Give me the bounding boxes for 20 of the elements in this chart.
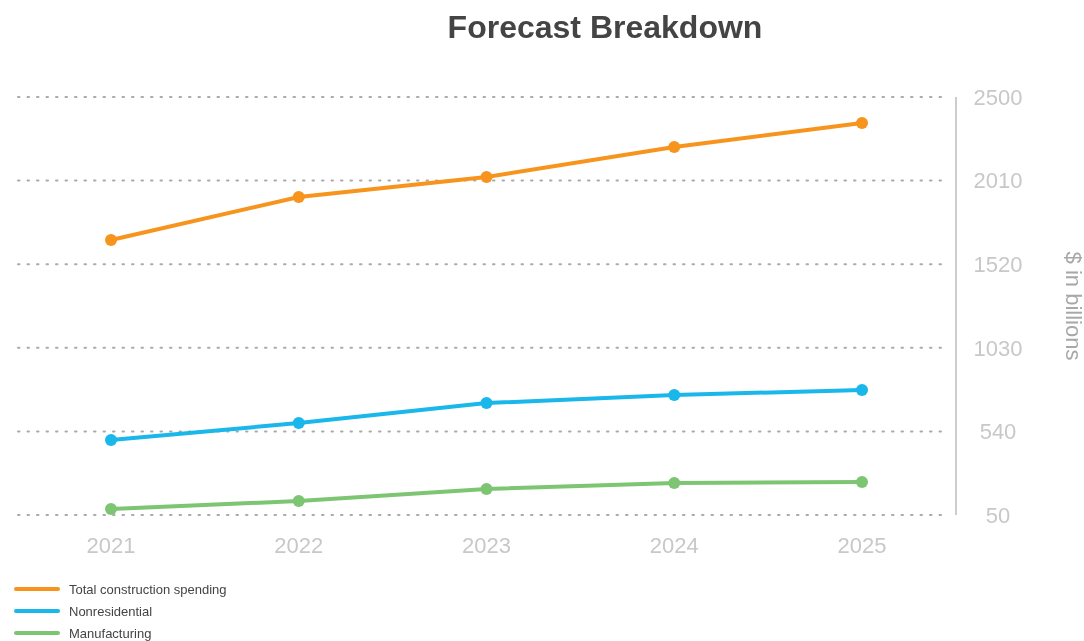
point [668, 140, 681, 153]
point [668, 389, 681, 402]
point [105, 503, 117, 516]
y-axis-title: $ in billions [1061, 251, 1084, 361]
chart-title: Forecast Breakdown [447, 9, 763, 45]
point [292, 190, 305, 203]
point [480, 171, 493, 184]
point [856, 383, 868, 396]
point [480, 397, 493, 410]
legend-label: Total construction spending [69, 581, 227, 597]
point [856, 116, 868, 129]
point [105, 233, 117, 246]
legend-label: Nonresidential [69, 603, 153, 619]
point [292, 495, 305, 508]
point [105, 433, 117, 446]
legend-label: Manufacturing [69, 625, 152, 641]
point [292, 417, 305, 430]
point [480, 483, 493, 496]
point [856, 476, 868, 489]
point [668, 476, 681, 489]
